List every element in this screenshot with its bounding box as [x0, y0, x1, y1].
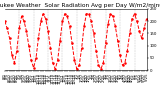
Title: Milwaukee Weather  Solar Radiation Avg per Day W/m2/minute: Milwaukee Weather Solar Radiation Avg pe…: [0, 3, 160, 8]
